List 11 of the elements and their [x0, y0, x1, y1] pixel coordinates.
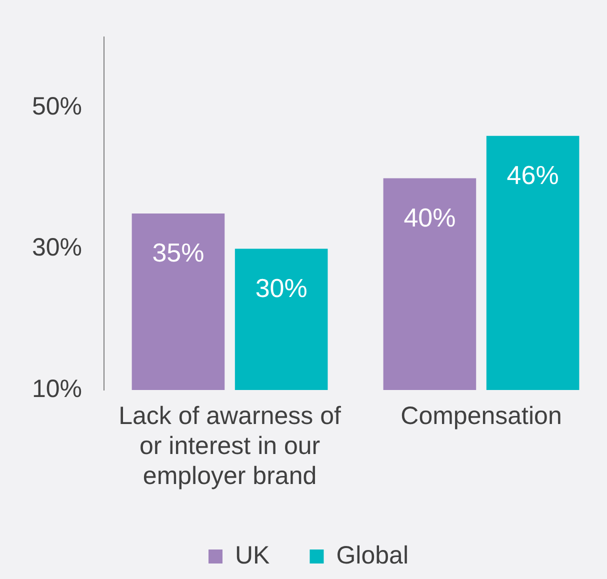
- legend-label: UK: [235, 541, 270, 570]
- x-tick-label: Compensation: [400, 402, 562, 430]
- y-tick-label: 30%: [32, 234, 82, 262]
- data-label: 46%: [506, 160, 559, 190]
- x-tick-label: Lack of awarness of or interest in our employer brand: [118, 402, 341, 490]
- y-tick-label: 50%: [32, 92, 82, 120]
- y-tick-label: 10%: [32, 374, 82, 403]
- data-label: 35%: [152, 238, 204, 268]
- data-label: 30%: [255, 272, 308, 303]
- legend-label: Global: [336, 541, 408, 570]
- data-label: 40%: [404, 202, 456, 232]
